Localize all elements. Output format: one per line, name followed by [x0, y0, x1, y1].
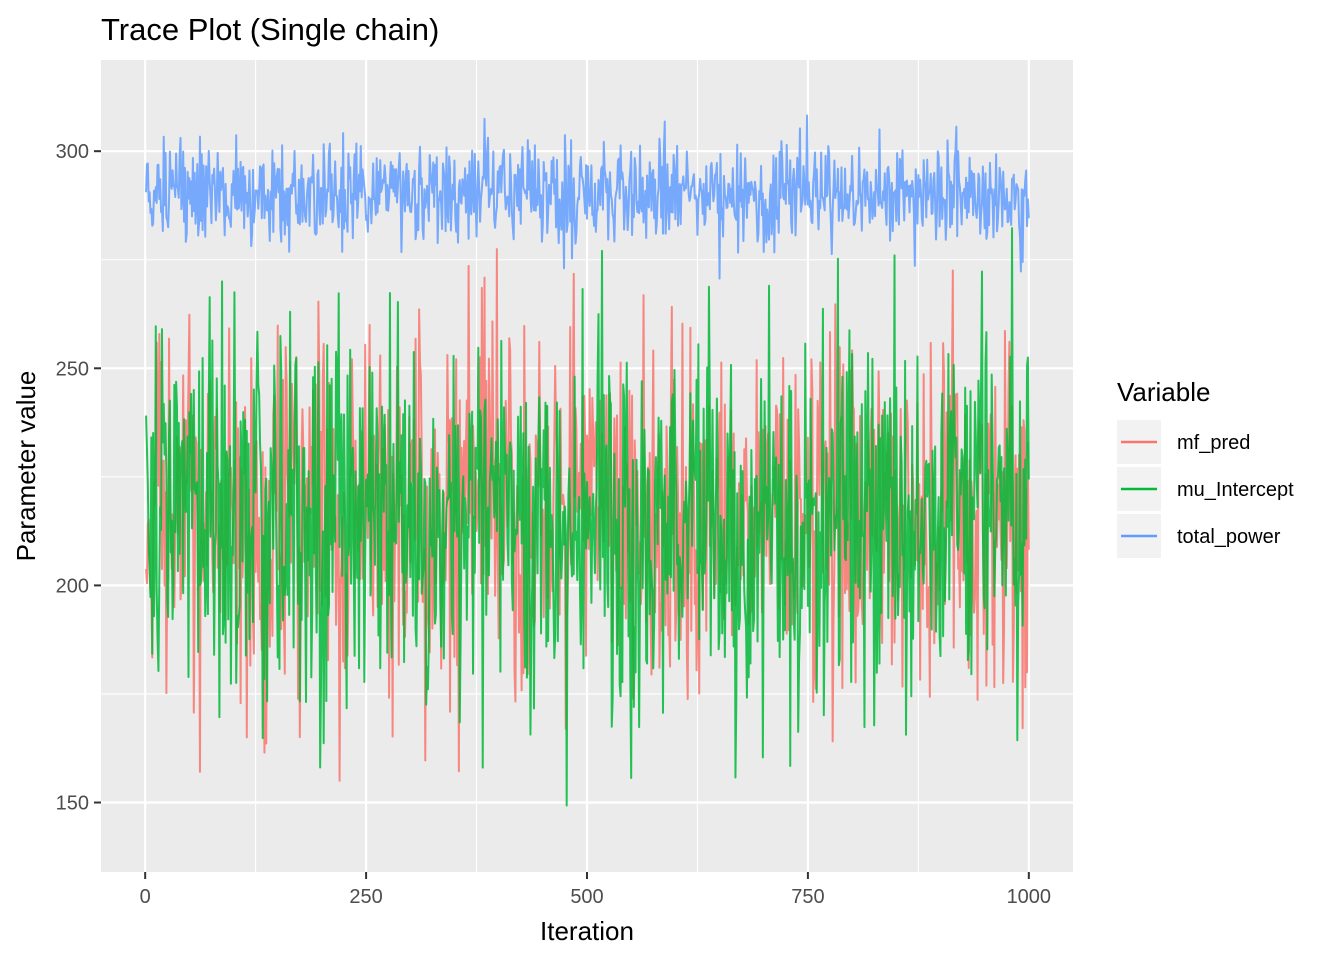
series-layer	[145, 114, 1030, 807]
x-axis-title: Iteration	[540, 916, 634, 946]
legend: Variable mf_pred mu_Intercept total_power	[1117, 377, 1294, 558]
legend-label-2: total_power	[1177, 526, 1281, 548]
series-line-mu_Intercept	[145, 227, 1030, 807]
x-tick-label-3: 750	[791, 886, 824, 908]
y-tick-label-3: 300	[56, 141, 89, 163]
x-tick-label-2: 500	[570, 886, 603, 908]
y-axis-title: Parameter value	[11, 371, 41, 562]
legend-label-1: mu_Intercept	[1177, 479, 1294, 501]
x-tick-label-4: 1000	[1007, 886, 1052, 908]
y-tick-label-2: 250	[56, 358, 89, 380]
y-tick-label-1: 200	[56, 575, 89, 597]
x-tick-label-0: 0	[140, 886, 151, 908]
series-line-mf_pred	[145, 248, 1030, 782]
legend-label-0: mf_pred	[1177, 432, 1250, 454]
legend-title: Variable	[1117, 377, 1210, 407]
y-tick-label-0: 150	[56, 793, 89, 815]
y-axis: 150 200 250 300	[56, 141, 101, 815]
series-line-total_power	[145, 114, 1030, 280]
x-axis: 0 250 500 750 1000	[140, 872, 1051, 908]
chart-title: Trace Plot (Single chain)	[101, 12, 439, 47]
x-tick-label-1: 250	[349, 886, 382, 908]
